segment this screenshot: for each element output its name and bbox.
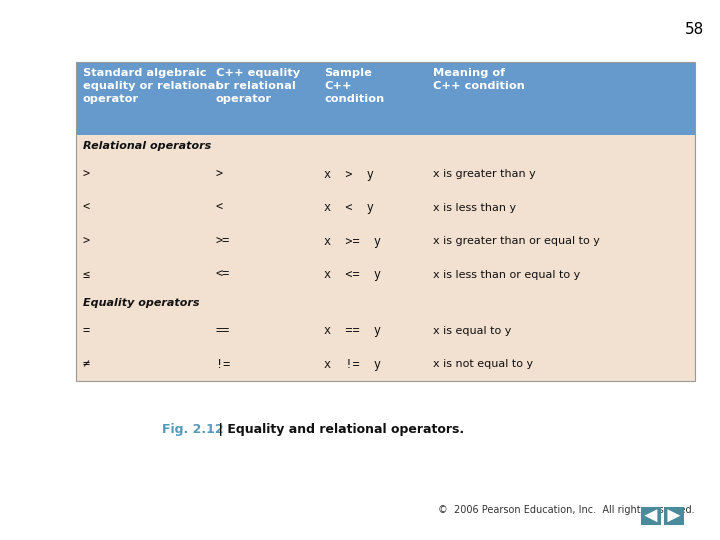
- Bar: [76, 135, 695, 381]
- Polygon shape: [667, 509, 680, 522]
- Text: ==: ==: [216, 324, 230, 337]
- Text: x is greater than or equal to y: x is greater than or equal to y: [433, 236, 600, 246]
- Text: x  !=  y: x != y: [324, 357, 382, 370]
- Text: Meaning of
C++ condition: Meaning of C++ condition: [433, 68, 525, 91]
- Text: x is equal to y: x is equal to y: [433, 326, 511, 336]
- Text: >: >: [216, 168, 223, 181]
- Bar: [664, 507, 684, 525]
- Text: Fig. 2.12: Fig. 2.12: [162, 423, 224, 436]
- Text: Standard algebraic
equality or relational
operator: Standard algebraic equality or relationa…: [83, 68, 219, 104]
- Text: x  >=  y: x >= y: [324, 235, 382, 248]
- Text: x is not equal to y: x is not equal to y: [433, 359, 533, 369]
- Text: x  <=  y: x <= y: [324, 268, 382, 281]
- Text: !=: !=: [216, 357, 230, 370]
- Text: x  >  y: x > y: [324, 168, 374, 181]
- Text: Sample
C++
condition: Sample C++ condition: [324, 68, 384, 104]
- Text: =: =: [83, 324, 90, 337]
- Text: <: <: [83, 201, 90, 214]
- Bar: [76, 62, 695, 381]
- Bar: [76, 62, 695, 135]
- Text: <: <: [216, 201, 223, 214]
- Polygon shape: [644, 509, 657, 522]
- Text: Relational operators: Relational operators: [83, 141, 211, 151]
- Text: >: >: [83, 235, 90, 248]
- Text: ≠: ≠: [83, 357, 90, 370]
- Text: x is greater than y: x is greater than y: [433, 170, 536, 179]
- Text: x  <  y: x < y: [324, 201, 374, 214]
- Text: ≤: ≤: [83, 268, 90, 281]
- Text: <=: <=: [216, 268, 230, 281]
- Text: ©  2006 Pearson Education, Inc.  All rights reserved.: © 2006 Pearson Education, Inc. All right…: [438, 505, 695, 515]
- Bar: [641, 507, 661, 525]
- Text: x is less than y: x is less than y: [433, 202, 516, 213]
- Text: | Equality and relational operators.: | Equality and relational operators.: [214, 423, 464, 436]
- Text: Equality operators: Equality operators: [83, 298, 199, 308]
- Text: >: >: [83, 168, 90, 181]
- Text: x  ==  y: x == y: [324, 324, 382, 337]
- Text: >=: >=: [216, 235, 230, 248]
- Text: C++ equality
or relational
operator: C++ equality or relational operator: [216, 68, 300, 104]
- Text: x is less than or equal to y: x is less than or equal to y: [433, 269, 580, 280]
- Text: 58: 58: [685, 22, 704, 37]
